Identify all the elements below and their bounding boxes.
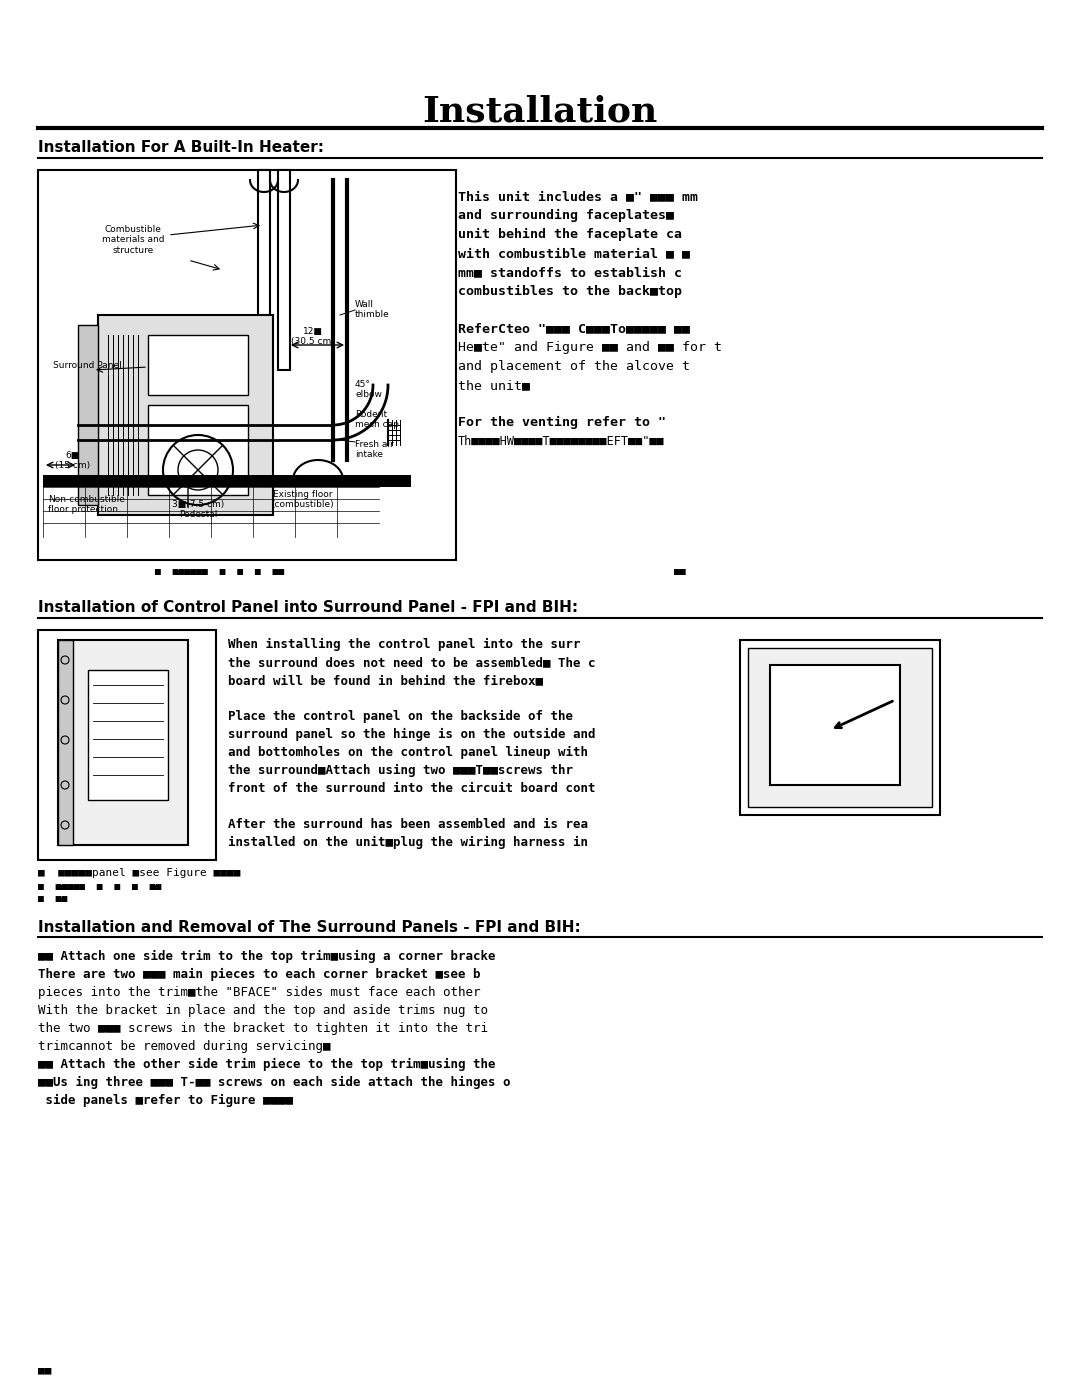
Text: front of the surround into the circuit board cont: front of the surround into the circuit b… bbox=[228, 782, 595, 795]
Bar bbox=[258, 170, 270, 370]
Text: With the bracket in place and the top and aside trims nug to: With the bracket in place and the top an… bbox=[38, 1004, 488, 1017]
Text: combustibles to the back■top: combustibles to the back■top bbox=[458, 285, 681, 298]
Text: He■te" and Figure ■■ and ■■ for t: He■te" and Figure ■■ and ■■ for t bbox=[458, 341, 723, 353]
Bar bbox=[58, 640, 188, 845]
Text: For the venting refer to ": For the venting refer to " bbox=[458, 416, 666, 429]
Text: the two ■■■ screws in the bracket to tighten it into the tri: the two ■■■ screws in the bracket to tig… bbox=[38, 1023, 488, 1035]
Bar bbox=[148, 405, 248, 495]
Text: ■■: ■■ bbox=[674, 567, 686, 577]
Text: the surround■Attach using two ■■■T■■screws thr: the surround■Attach using two ■■■T■■scre… bbox=[228, 764, 573, 777]
Bar bbox=[748, 648, 932, 807]
Text: Existing floor
(combustible): Existing floor (combustible) bbox=[272, 490, 335, 510]
Text: and placement of the alcove t: and placement of the alcove t bbox=[458, 360, 690, 373]
Text: Non-combustible
floor protection.: Non-combustible floor protection. bbox=[48, 495, 125, 514]
Text: ■■Us ing three ■■■ T-■■ screws on each side attach the hinges o: ■■Us ing three ■■■ T-■■ screws on each s… bbox=[38, 1076, 511, 1090]
Text: Installation For A Built-In Heater:: Installation For A Built-In Heater: bbox=[38, 140, 324, 155]
Text: unit behind the faceplate ca: unit behind the faceplate ca bbox=[458, 228, 681, 242]
Text: ■  ■■: ■ ■■ bbox=[38, 894, 67, 904]
Text: mm■ standoffs to establish c: mm■ standoffs to establish c bbox=[458, 265, 681, 279]
Text: ReferCteo "■■■ C■■■To■■■■■ ■■: ReferCteo "■■■ C■■■To■■■■■ ■■ bbox=[458, 321, 690, 335]
Text: Wall
thimble: Wall thimble bbox=[355, 300, 390, 320]
Text: ■  ■■■■■panel ■see Figure ■■■■: ■ ■■■■■panel ■see Figure ■■■■ bbox=[38, 868, 241, 877]
Bar bbox=[38, 630, 216, 861]
Bar bbox=[78, 326, 98, 504]
Text: ■  ■■■■■  ■  ■  ■  ■■: ■ ■■■■■ ■ ■ ■ ■■ bbox=[38, 882, 161, 893]
Bar bbox=[740, 640, 940, 814]
Text: side panels ■refer to Figure ■■■■: side panels ■refer to Figure ■■■■ bbox=[38, 1094, 293, 1106]
Text: 12■
(30.5 cm): 12■ (30.5 cm) bbox=[292, 327, 335, 346]
Text: Installation and Removal of The Surround Panels - FPI and BIH:: Installation and Removal of The Surround… bbox=[38, 921, 581, 935]
Bar bbox=[770, 665, 900, 785]
Text: Fresh air
intake: Fresh air intake bbox=[355, 440, 394, 460]
Text: Th■■■■HW■■■■T■■■■■■■■EFT■■"■■: Th■■■■HW■■■■T■■■■■■■■EFT■■"■■ bbox=[458, 434, 664, 448]
Bar bbox=[87, 671, 168, 800]
Bar bbox=[98, 314, 273, 515]
Text: Combustible
materials and
structure: Combustible materials and structure bbox=[102, 225, 164, 254]
Text: pieces into the trim■the "BFACE" sides must face each other: pieces into the trim■the "BFACE" sides m… bbox=[38, 986, 481, 999]
Text: Installation: Installation bbox=[422, 95, 658, 129]
Text: Place the control panel on the backside of the: Place the control panel on the backside … bbox=[228, 710, 573, 724]
Text: 45°
elbow: 45° elbow bbox=[355, 380, 382, 400]
Text: 3■(7.5 cm)
Pedestal: 3■(7.5 cm) Pedestal bbox=[172, 500, 225, 520]
Text: and surrounding faceplates■: and surrounding faceplates■ bbox=[458, 210, 674, 222]
Text: trimcannot be removed during servicing■: trimcannot be removed during servicing■ bbox=[38, 1039, 330, 1053]
Text: ■  ■■■■■■  ■  ■  ■  ■■: ■ ■■■■■■ ■ ■ ■ ■■ bbox=[156, 567, 285, 577]
Text: ■■ Attach one side trim to the top trim■using a corner bracke: ■■ Attach one side trim to the top trim■… bbox=[38, 950, 496, 963]
Bar bbox=[38, 170, 456, 560]
Bar bbox=[43, 475, 411, 488]
Text: with combustible material ■ ■: with combustible material ■ ■ bbox=[458, 247, 690, 260]
Text: This unit includes a ■" ■■■ mm: This unit includes a ■" ■■■ mm bbox=[458, 190, 698, 203]
Text: board will be found in behind the firebox■: board will be found in behind the firebo… bbox=[228, 673, 543, 687]
Text: When installing the control panel into the surr: When installing the control panel into t… bbox=[228, 638, 581, 651]
Text: Installation of Control Panel into Surround Panel - FPI and BIH:: Installation of Control Panel into Surro… bbox=[38, 599, 578, 615]
Text: the unit■: the unit■ bbox=[458, 379, 530, 393]
Text: the surround does not need to be assembled■ The c: the surround does not need to be assembl… bbox=[228, 657, 595, 669]
Bar bbox=[58, 640, 73, 845]
Text: surround panel so the hinge is on the outside and: surround panel so the hinge is on the ou… bbox=[228, 728, 595, 740]
Text: 6■
(15 cm): 6■ (15 cm) bbox=[55, 451, 91, 471]
Bar bbox=[148, 335, 248, 395]
Text: There are two ■■■ main pieces to each corner bracket ■see b: There are two ■■■ main pieces to each co… bbox=[38, 968, 481, 981]
Text: Surround Panel: Surround Panel bbox=[53, 360, 122, 369]
Text: and bottomholes on the control panel lineup with: and bottomholes on the control panel lin… bbox=[228, 746, 588, 759]
Text: installed on the unit■plug the wiring harness in: installed on the unit■plug the wiring ha… bbox=[228, 835, 588, 849]
Bar bbox=[278, 170, 291, 370]
Text: Rodent
mesh cap: Rodent mesh cap bbox=[355, 409, 399, 429]
Text: ■■: ■■ bbox=[38, 1365, 52, 1375]
Text: ■■ Attach the other side trim piece to the top trim■using the: ■■ Attach the other side trim piece to t… bbox=[38, 1058, 496, 1071]
Text: After the surround has been assembled and is rea: After the surround has been assembled an… bbox=[228, 819, 588, 831]
